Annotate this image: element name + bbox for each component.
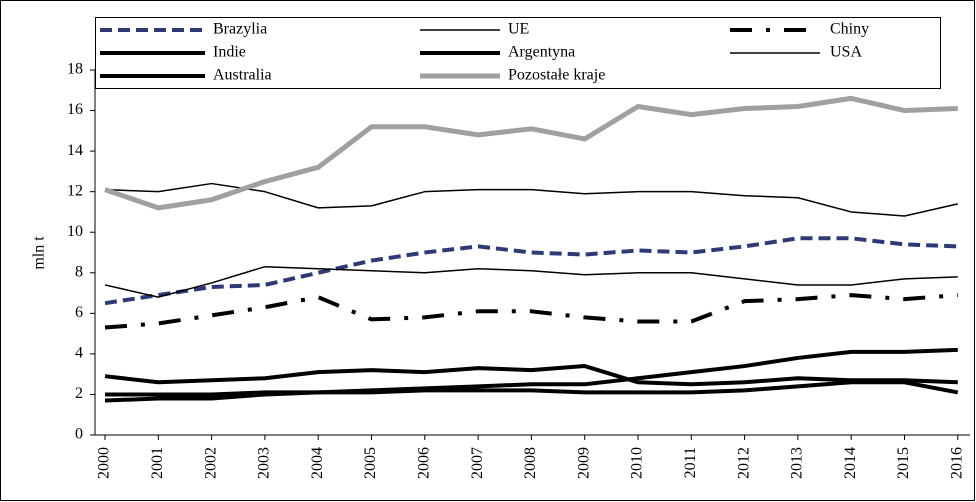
x-tick-label: 2015 <box>895 447 912 479</box>
x-tick-label: 2009 <box>575 447 592 479</box>
y-tick-label: 8 <box>75 263 83 280</box>
series-line <box>104 347 958 403</box>
legend-label: Indie <box>213 44 246 61</box>
series-line <box>104 182 958 217</box>
x-tick-label: 2006 <box>415 447 432 479</box>
x-tick-label: 2003 <box>256 447 273 479</box>
legend-label: Argentyna <box>508 44 575 61</box>
x-tick-label: 2011 <box>682 447 699 478</box>
legend-label: Brazylia <box>213 21 267 38</box>
x-tick-label: 2004 <box>309 447 326 479</box>
y-tick-label: 18 <box>67 61 83 78</box>
y-tick-label: 2 <box>75 385 83 402</box>
x-tick-label: 2001 <box>149 447 166 479</box>
x-tick-label: 2007 <box>469 447 486 479</box>
y-axis-label: mln t <box>31 236 48 270</box>
x-tick-label: 2013 <box>789 447 806 479</box>
legend-label: Chiny <box>830 21 869 38</box>
legend-label: UE <box>508 21 529 38</box>
legend-label: USA <box>830 44 862 61</box>
y-tick-label: 16 <box>67 101 83 118</box>
x-tick-label: 2010 <box>629 447 646 479</box>
y-tick-label: 0 <box>75 426 83 443</box>
series-line <box>104 95 958 211</box>
x-tick-label: 2014 <box>842 447 859 479</box>
x-tick-label: 2012 <box>735 447 752 479</box>
y-tick-label: 4 <box>75 345 83 362</box>
series-line <box>105 380 959 397</box>
series-line <box>104 364 958 387</box>
series-line <box>104 293 958 330</box>
x-tick-label: 2016 <box>948 447 965 479</box>
legend-label: Australia <box>213 67 272 84</box>
x-tick-label: 2000 <box>96 447 113 479</box>
legend-label: Pozostałe kraje <box>508 67 605 84</box>
x-tick-label: 2002 <box>202 447 219 479</box>
y-tick-label: 6 <box>75 304 83 321</box>
y-tick-label: 14 <box>67 142 83 159</box>
y-tick-label: 12 <box>67 182 83 199</box>
y-tick-label: 10 <box>67 223 83 240</box>
series-line <box>104 265 958 298</box>
x-tick-label: 2008 <box>522 447 539 479</box>
x-tick-label: 2005 <box>362 447 379 479</box>
